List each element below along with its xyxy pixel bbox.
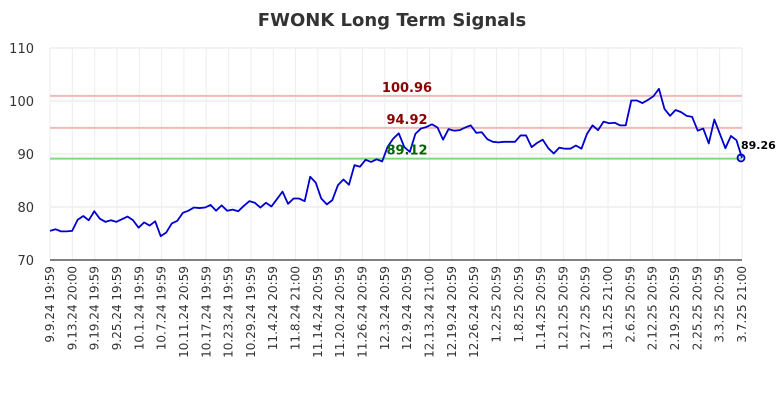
- level-labels: 100.96 94.92 89.12 89.26: [382, 81, 776, 163]
- signal-level-label: 100.96: [382, 81, 432, 96]
- x-tick-label: 9.19.24 19:59: [88, 266, 102, 350]
- y-tick-label: 90: [17, 148, 34, 163]
- x-tick-label: 3.3.25 20:59: [713, 266, 727, 343]
- x-tick-label: 2.19.25 20:59: [668, 266, 682, 350]
- x-tick-label: 10.23.24 19:59: [222, 266, 236, 358]
- x-tick-label: 12.9.24 20:59: [400, 266, 414, 350]
- grid: [49, 47, 743, 261]
- x-tick-label: 12.26.24 20:59: [467, 266, 481, 358]
- last-value-label: 89.26: [741, 139, 776, 152]
- x-tick-label: 10.17.24 19:59: [199, 266, 213, 358]
- x-tick-label: 10.11.24 20:59: [177, 266, 191, 358]
- y-tick-label: 100: [9, 95, 34, 110]
- last-value-marker: [736, 153, 746, 163]
- x-tick-label: 2.25.25 20:59: [690, 266, 704, 350]
- x-tick-label: 11.26.24 20:59: [356, 266, 370, 358]
- x-tick-label: 1.27.25 20:59: [579, 266, 593, 350]
- price-line: [49, 87, 743, 238]
- x-tick-label: 11.14.24 20:59: [311, 266, 325, 358]
- x-tick-label: 12.19.24 20:59: [445, 266, 459, 358]
- x-tick-label: 10.7.24 19:59: [155, 266, 169, 350]
- x-tick-label: 1.21.25 20:59: [556, 266, 570, 350]
- x-tick-label: 1.8.25 20:59: [512, 266, 526, 343]
- x-tick-label: 10.1.24 19:59: [132, 266, 146, 350]
- x-tick-label: 12.13.24 21:00: [422, 266, 436, 358]
- x-tick-label: 11.8.24 21:00: [289, 266, 303, 350]
- price-series: [49, 87, 743, 238]
- y-tick-label: 110: [9, 42, 34, 57]
- signal-level-label: 89.12: [386, 144, 427, 159]
- signal-levels: [50, 94, 742, 160]
- x-tick-label: 12.3.24 20:59: [378, 266, 392, 350]
- y-tick-label: 80: [17, 201, 34, 216]
- x-tick-label: 3.7.25 21:00: [735, 266, 749, 343]
- x-tick-label: 1.2.25 20:59: [489, 266, 503, 343]
- x-tick-label: 1.14.25 20:59: [534, 266, 548, 350]
- chart-title: FWONK Long Term Signals: [258, 10, 526, 31]
- signal-level-label: 94.92: [386, 113, 427, 128]
- x-tick-label: 11.4.24 20:59: [266, 266, 280, 350]
- x-tick-label: 9.25.24 19:59: [110, 266, 124, 350]
- x-tick-label: 9.9.24 19:59: [43, 266, 57, 343]
- y-tick-label: 70: [17, 254, 34, 269]
- x-tick-label: 1.31.25 21:00: [601, 266, 615, 350]
- x-tick-label: 10.29.24 19:59: [244, 266, 258, 358]
- x-tick-label: 11.20.24 20:59: [333, 266, 347, 358]
- x-tick-label: 2.12.25 20:59: [646, 266, 660, 350]
- x-tick-label: 2.6.25 20:59: [623, 266, 637, 343]
- x-tick-label: 9.13.24 20:00: [65, 266, 79, 350]
- axes: 70 80 90 100 110 9.9.24 19:59 9.13.24 20:00 9.1…: [9, 42, 749, 358]
